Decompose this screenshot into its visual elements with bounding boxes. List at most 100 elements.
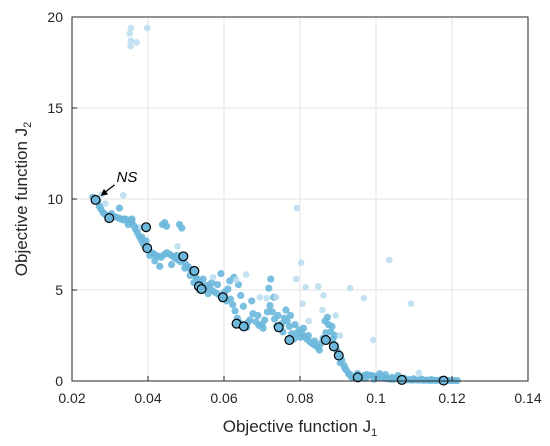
data-point-faint [133,39,140,46]
data-point [346,371,354,379]
y-tick-label: 15 [47,100,63,116]
data-point [124,220,132,229]
marked-point [141,222,152,233]
x-tick-label: 0.04 [134,390,161,406]
marked-point [142,243,153,254]
marked-point [352,372,363,383]
data-point-faint [256,293,264,301]
data-point-faint [407,300,415,307]
data-point [181,264,189,272]
marked-point [104,213,115,224]
data-point [231,307,239,315]
data-point-faint [319,306,326,314]
data-point-faint [320,292,327,299]
data-point [330,331,339,340]
data-point-faint [292,275,300,283]
data-point [286,311,295,320]
data-point [239,302,247,310]
data-point-faint [299,300,306,307]
x-axis-label: Objective function J1 [223,417,377,439]
data-point [282,306,290,314]
data-point [167,260,176,269]
data-point [328,322,336,330]
data-point [266,301,274,310]
data-point [291,320,299,329]
y-tick-label: 0 [55,373,63,389]
data-point-faint [272,293,280,301]
data-point-faint [305,317,313,325]
x-axis-label-subscript: 1 [371,427,377,439]
x-axis-label-text: Objective function J [223,417,371,436]
y-tick-label: 20 [47,9,63,25]
data-point [120,215,129,223]
data-point-faint [346,284,354,292]
data-point [237,291,245,300]
data-point-faint [297,259,305,267]
data-point-faint [415,369,423,377]
data-point-faint [127,24,135,32]
data-point [362,374,370,382]
data-point [156,262,164,270]
y-tick-label: 5 [55,282,63,298]
data-point [208,279,216,287]
data-point [268,308,276,316]
data-point [336,359,344,367]
data-point [267,275,275,283]
data-point-faint [332,312,340,319]
marked-point [333,350,344,361]
data-point [323,313,331,321]
y-tick-label: 10 [47,191,63,207]
x-tick-label: 0.1 [366,390,386,406]
data-point-faint [174,243,181,250]
data-point [146,251,154,260]
marked-point [217,292,228,303]
data-point [376,370,384,378]
data-point [283,317,291,325]
data-point-faint [242,271,250,278]
x-tick-label: 0.12 [438,390,465,406]
data-point-faint [209,273,217,281]
data-point [217,270,225,278]
ns-label: NS [117,169,138,186]
x-tick-label: 0.02 [58,390,85,406]
data-point-faint [127,37,135,44]
marked-point [284,335,295,346]
data-point-faint [127,42,134,50]
data-point-faint [314,283,322,290]
data-point-faint [336,332,344,339]
data-point [115,204,124,212]
data-point [204,290,212,298]
data-point [381,371,390,379]
data-point [259,324,267,332]
data-point [299,324,308,332]
data-point-faint [302,283,310,291]
data-point-faint [102,200,109,207]
marked-point [238,321,249,332]
series-main-points [89,193,461,385]
data-point-faint [126,30,134,37]
data-point [163,222,171,230]
marked-point [90,194,101,205]
series-faint-points [98,24,423,377]
data-point [229,300,237,309]
data-point [310,337,319,345]
data-point [285,322,293,330]
data-point-faint [293,204,301,212]
data-point-faint [143,24,151,32]
x-tick-label: 0.14 [514,390,541,406]
data-point-faint [370,336,377,344]
data-point [265,284,273,292]
data-point [178,224,186,232]
x-tick-label: 0.06 [210,390,237,406]
data-point [263,308,271,316]
data-point-faint [120,192,127,199]
axis-ticks: 0.02 0.04 0.06 0.08 0.1 0.12 0.14 0 5 10 15 20 [47,9,541,406]
data-point [213,280,222,289]
series-marked-points [90,194,449,386]
grid-lines [71,16,529,382]
data-point [128,215,136,223]
data-point [341,364,349,372]
marked-point [273,322,284,333]
marked-point [196,284,207,295]
